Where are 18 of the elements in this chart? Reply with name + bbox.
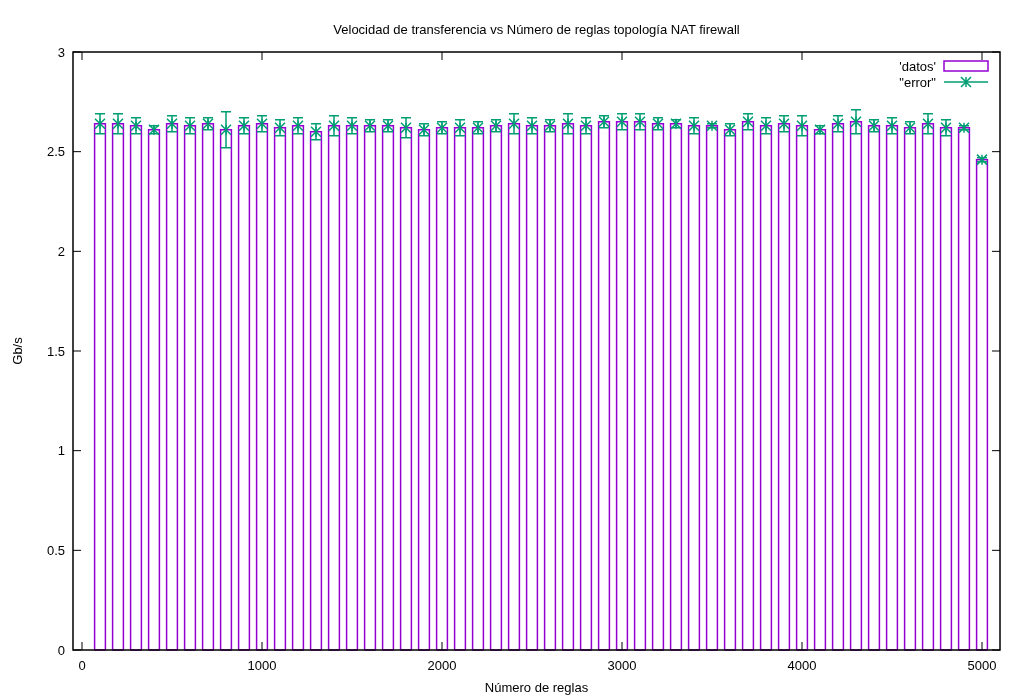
y-tick-label: 1.5 [46,343,65,359]
y-tick-label: 2.5 [46,144,65,160]
y-tick-label: 2 [57,243,65,259]
y-tick-label: 1 [57,443,65,459]
x-tick-label: 2000 [427,658,457,673]
y-tick-label: 3 [57,44,65,60]
x-tick-label: 0 [78,658,86,673]
x-tick-label: 5000 [967,658,997,673]
y-tick-label: 0.5 [46,542,65,558]
y-tick-label: 0 [57,642,65,658]
legend-label: "error" [899,74,937,90]
chart-title: Velocidad de transferencia vs Número de reglas topología NAT firewall [333,22,740,37]
legend-label: 'datos' [899,58,936,74]
x-axis-title: Número de reglas [484,680,589,695]
y-axis-title: Gb/s [10,336,25,365]
x-tick-label: 3000 [607,658,637,673]
x-tick-label: 1000 [247,658,277,673]
x-tick-label: 4000 [787,658,817,673]
